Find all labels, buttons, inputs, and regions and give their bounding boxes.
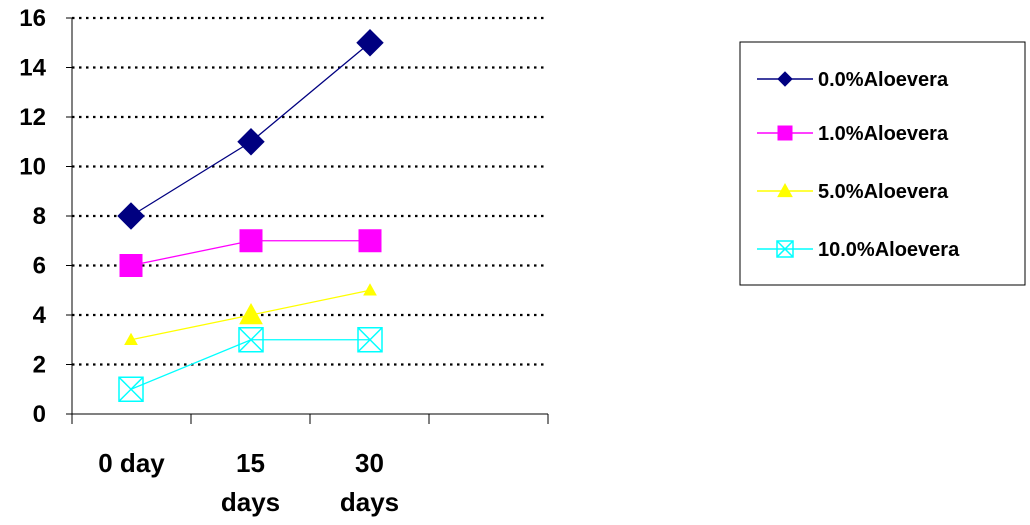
square-marker [119, 254, 143, 277]
data-point [358, 229, 382, 253]
legend-item-2: 5.0%Aloevera [757, 181, 949, 203]
boxed-x-diagonal [776, 240, 794, 258]
data-point [237, 128, 265, 156]
axes [66, 17, 549, 424]
y-tick-label: 6 [33, 253, 46, 280]
legend-item-1: 1.0%Aloevera [757, 123, 949, 145]
gridlines [72, 16, 548, 366]
data-point [118, 376, 144, 402]
x-category-label: 15 [236, 448, 265, 478]
legend-item-0: 0.0%Aloevera [757, 69, 949, 91]
series [117, 29, 384, 402]
square-marker [239, 229, 263, 253]
data-point [363, 283, 377, 296]
legend: 0.0%Aloevera 1.0%Aloevera 5.0%Aloevera 10.0… [739, 41, 1026, 286]
diamond-marker [777, 71, 793, 87]
legend-label: 0.0%Aloevera [818, 69, 949, 91]
triangle-marker [777, 182, 793, 198]
series-3 [118, 327, 383, 402]
y-tick-label: 8 [33, 203, 46, 230]
boxed-x-diagonal [238, 327, 264, 353]
boxed-x-marker [118, 376, 144, 402]
diamond-marker [117, 202, 145, 230]
series-0 [117, 29, 384, 230]
triangle-marker [363, 283, 377, 296]
data-point [357, 327, 383, 353]
boxed-x-marker [776, 240, 794, 258]
data-point [777, 125, 793, 141]
data-point [776, 240, 794, 258]
y-tick-label: 14 [19, 55, 46, 82]
square-marker [358, 229, 382, 253]
data-point [124, 332, 138, 346]
x-category-label: 30 [355, 448, 384, 478]
data-point [238, 327, 264, 353]
x-tick-labels: 0 day 15 days 30 days [98, 448, 399, 517]
data-point [239, 302, 263, 325]
diamond-marker [356, 29, 384, 57]
triangle-marker [239, 302, 263, 325]
boxed-x-diagonal [118, 376, 144, 402]
boxed-x-diagonal [357, 327, 383, 353]
data-point [356, 29, 384, 57]
data-point [239, 229, 263, 253]
data-point [777, 71, 793, 87]
diamond-marker [237, 128, 265, 156]
y-tick-labels: 0 2 4 6 8 10 12 14 16 [19, 5, 46, 428]
y-tick-label: 16 [19, 5, 46, 32]
y-tick-label: 2 [33, 352, 46, 379]
boxed-x-marker [357, 327, 383, 353]
legend-label: 10.0%Aloevera [818, 239, 960, 261]
legend-label: 5.0%Aloevera [818, 181, 949, 203]
legend-item-3: 10.0%Aloevera [757, 239, 960, 261]
series-line [130, 339, 370, 390]
x-category-label: days [340, 487, 399, 517]
y-tick-label: 4 [33, 302, 47, 329]
y-tick-label: 12 [19, 104, 46, 131]
square-marker [777, 125, 793, 141]
data-point [777, 182, 793, 198]
data-point [117, 202, 145, 230]
y-tick-label: 0 [33, 401, 46, 428]
series-2 [124, 283, 377, 346]
legend-label: 1.0%Aloevera [818, 123, 949, 145]
x-category-label: days [221, 487, 280, 517]
triangle-marker [124, 332, 138, 346]
data-point [119, 254, 143, 277]
boxed-x-marker [238, 327, 264, 353]
series-1 [119, 229, 382, 277]
x-category-label: 0 day [98, 448, 165, 478]
y-tick-label: 10 [19, 154, 46, 181]
